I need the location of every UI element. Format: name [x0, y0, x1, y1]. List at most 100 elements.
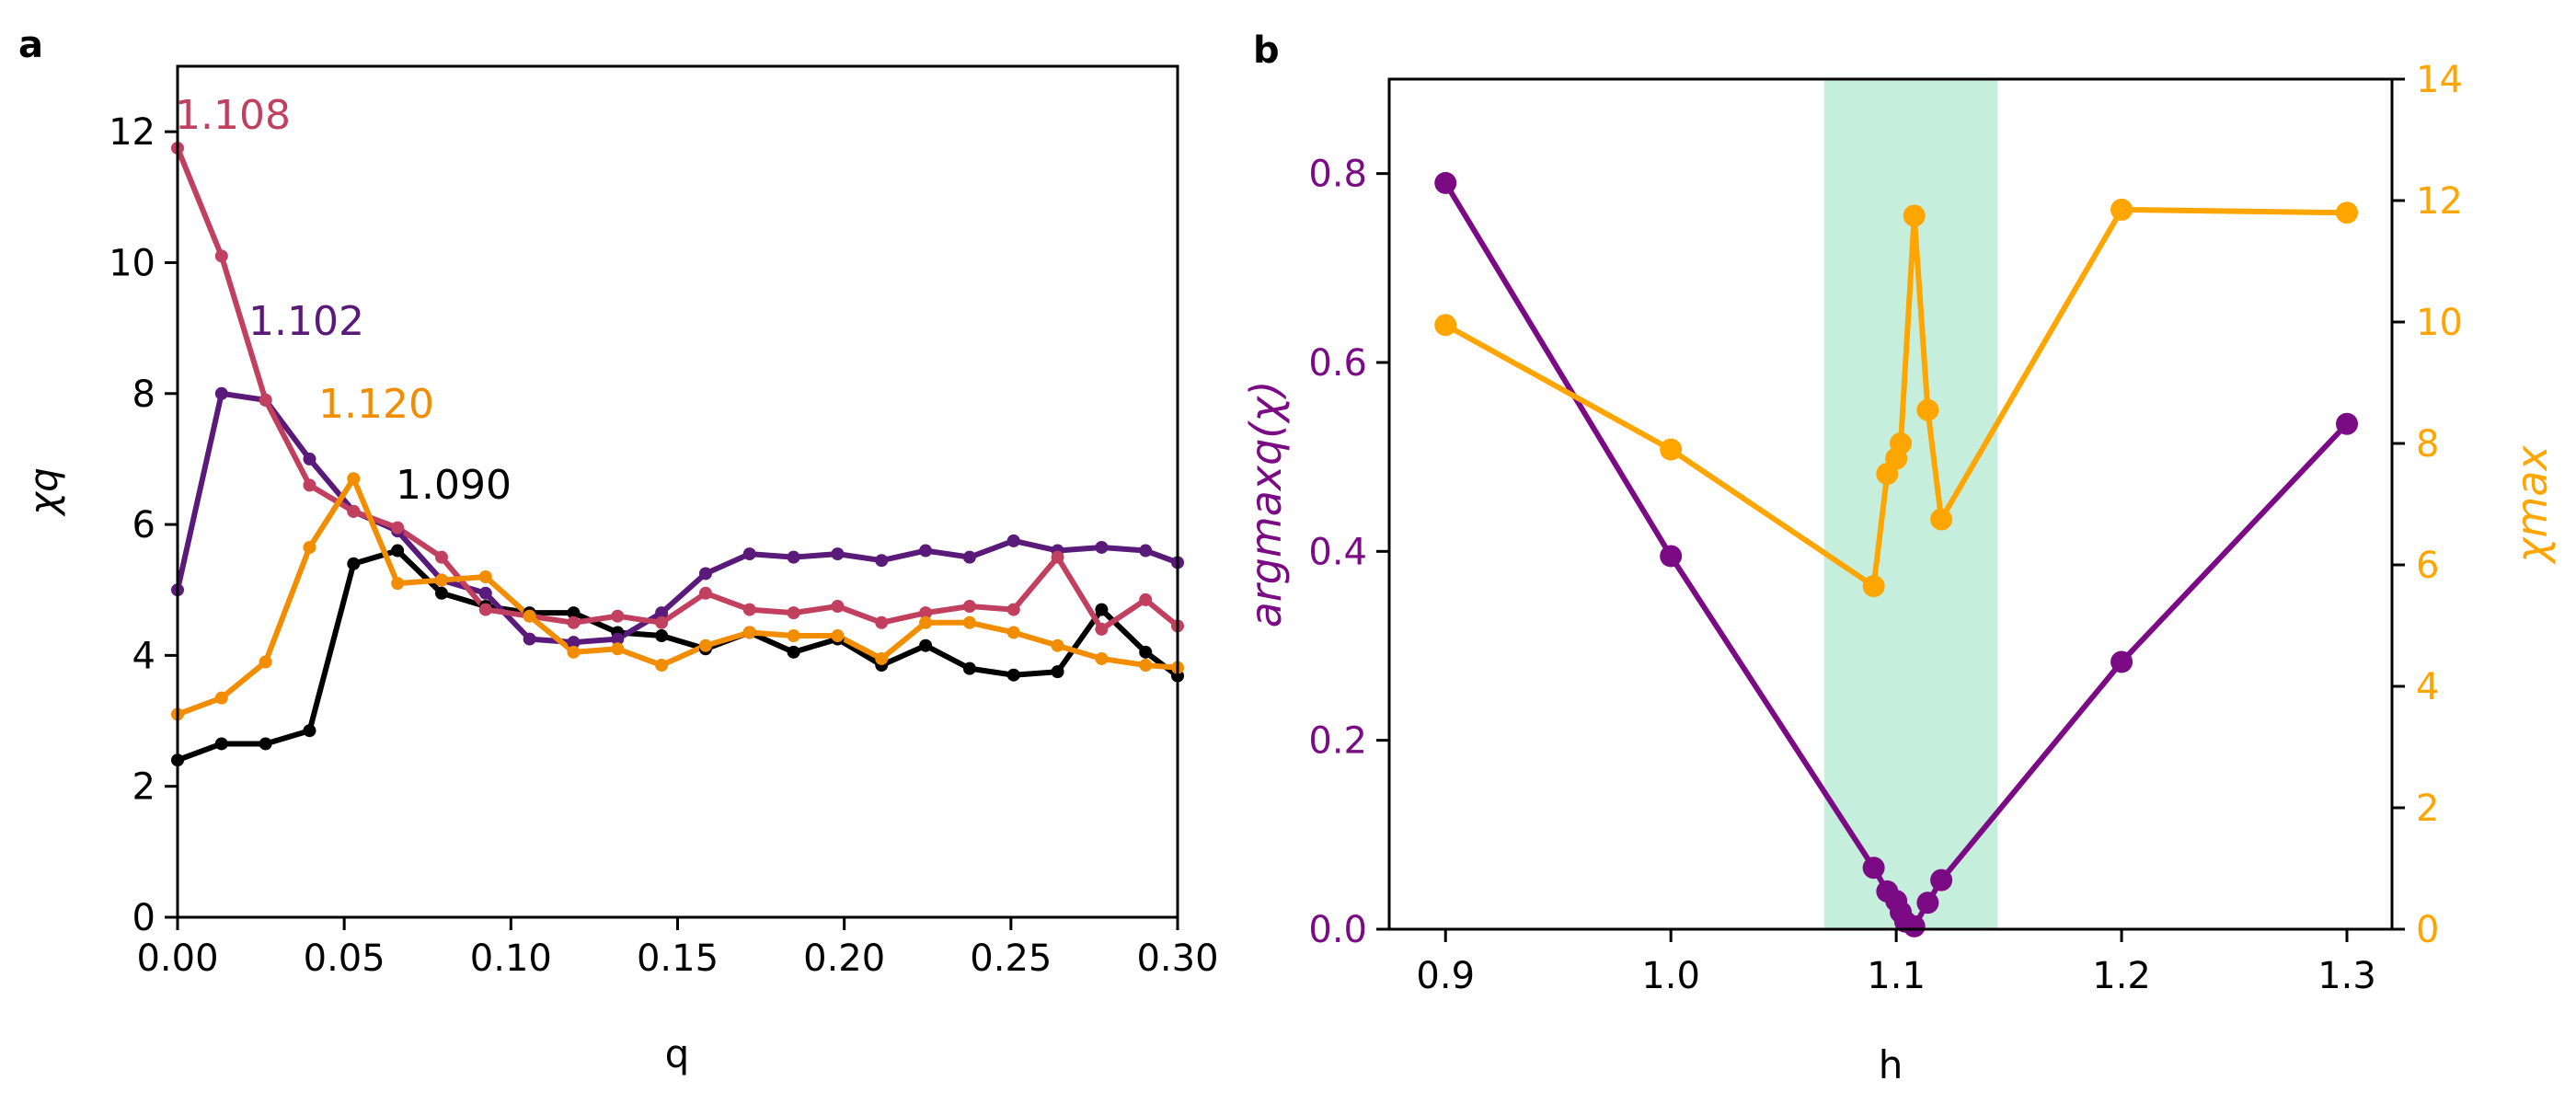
right-y-tick-label: 8 [2416, 423, 2439, 466]
data-point-right-0 [1434, 314, 1457, 337]
series-line-1.102 [175, 390, 1179, 646]
data-point-1.102-16 [875, 554, 889, 568]
data-point-left-10 [2110, 650, 2133, 673]
x-tick-label: 1.0 [1641, 955, 1700, 997]
right-y-tick-label: 12 [2416, 180, 2463, 223]
left-y-tick-label: 0.2 [1308, 720, 1367, 763]
data-point-1.090-18 [962, 661, 976, 675]
data-point-1.120-15 [831, 629, 845, 643]
data-point-left-8 [1916, 891, 1939, 914]
data-point-1.120-1 [214, 691, 228, 705]
data-point-1.090-17 [919, 638, 933, 652]
data-point-1.090-22 [1139, 645, 1153, 659]
data-point-1.108-14 [787, 606, 800, 620]
data-point-1.120-18 [962, 615, 976, 629]
data-point-1.090-14 [787, 645, 800, 659]
data-point-left-0 [1434, 171, 1457, 194]
panel-b: b 0.9 1.0 1.1 1.2 1.3 0.0 0.2 0.4 0.6 0.8 0 2 4 6 8 1… [1241, 29, 2557, 1087]
data-point-1.102-17 [919, 544, 933, 558]
series-line-1.120 [176, 476, 1179, 718]
data-point-1.120-2 [259, 655, 272, 669]
panel-a-y-ticks: 0 2 4 6 8 10 12 [109, 111, 178, 939]
panel-b-right-y-ticks: 0 2 4 6 8 10 12 14 [2392, 59, 2463, 951]
y-tick-label: 12 [109, 111, 155, 154]
data-point-1.120-22 [1139, 659, 1153, 673]
panel-b-x-ticks: 0.9 1.0 1.1 1.2 1.3 [1416, 929, 2376, 997]
x-tick-label: 1.1 [1867, 955, 1926, 997]
data-point-1.102-13 [742, 547, 756, 561]
y-tick-label: 6 [132, 504, 155, 546]
data-point-1.090-5 [391, 544, 405, 558]
annotation-1120: 1.120 [318, 381, 434, 428]
data-point-1.090-1 [214, 737, 228, 751]
data-point-right-1 [1660, 438, 1683, 461]
data-point-1.090-20 [1051, 665, 1064, 679]
data-point-1.102-9 [567, 636, 581, 650]
data-point-right-2 [1862, 575, 1885, 598]
data-point-1.102-21 [1095, 540, 1109, 554]
data-point-1.108-13 [742, 603, 756, 616]
left-y-tick-label: 0.8 [1308, 154, 1367, 196]
x-tick-label: 0.10 [470, 937, 552, 980]
data-point-1.102-14 [787, 550, 800, 564]
left-y-tick-label: 0.4 [1308, 531, 1367, 573]
panel-b-axes-frame [1387, 77, 2394, 931]
data-point-1.090-4 [347, 557, 361, 570]
data-point-1.090-3 [303, 724, 316, 738]
data-point-right-10 [2336, 201, 2359, 224]
data-point-1.120-7 [478, 570, 492, 583]
data-point-1.108-19 [1006, 603, 1020, 616]
data-point-1.102-7 [478, 586, 492, 600]
right-y-tick-label: 10 [2416, 302, 2463, 344]
data-point-1.108-9 [567, 615, 581, 629]
data-point-1.102-15 [831, 547, 845, 561]
x-tick-label: 0.20 [803, 937, 885, 980]
panel-b-left-y-ticks: 0.0 0.2 0.4 0.6 0.8 [1308, 154, 1389, 951]
data-point-1.108-4 [347, 504, 361, 518]
annotation-1108: 1.108 [175, 92, 291, 139]
data-point-right-5 [1890, 432, 1913, 454]
x-tick-label: 0.00 [136, 937, 218, 980]
y-tick-label: 8 [132, 374, 155, 416]
data-point-1.090-9 [567, 606, 581, 620]
data-point-1.090-21 [1095, 603, 1109, 616]
data-point-1.120-8 [523, 609, 536, 623]
data-point-1.120-11 [655, 659, 669, 673]
data-point-right-6 [1903, 204, 1926, 227]
data-point-1.108-11 [655, 615, 669, 629]
data-point-1.120-9 [567, 645, 581, 659]
x-tick-label: 1.2 [2092, 955, 2151, 997]
panel-b-right-ylabel: χmax [2507, 445, 2557, 566]
panel-a-series-lines [175, 146, 1179, 764]
panel-a-series-points [171, 141, 1184, 767]
data-point-1.108-10 [611, 609, 625, 623]
right-y-tick-label: 4 [2416, 666, 2439, 708]
data-point-1.108-18 [962, 600, 976, 614]
x-tick-label: 0.25 [970, 937, 1052, 980]
data-point-1.108-7 [478, 603, 492, 616]
data-point-1.108-22 [1139, 592, 1153, 606]
data-point-1.102-1 [214, 386, 228, 400]
data-point-1.090-2 [259, 737, 272, 751]
data-point-1.120-16 [875, 651, 889, 665]
panel-a-label: a [18, 24, 43, 66]
data-point-1.120-17 [919, 615, 933, 629]
data-point-left-11 [2336, 412, 2359, 435]
x-tick-label: 0.30 [1136, 937, 1218, 980]
data-point-1.108-20 [1051, 550, 1064, 564]
x-tick-label: 1.3 [2317, 955, 2376, 997]
panel-b-series-points [1434, 171, 2359, 937]
data-point-left-2 [1862, 857, 1885, 880]
data-point-1.120-4 [347, 472, 361, 486]
y-tick-label: 2 [132, 766, 155, 809]
data-point-1.120-13 [742, 626, 756, 639]
data-point-1.120-20 [1051, 638, 1064, 652]
right-y-tick-label: 2 [2416, 788, 2439, 830]
right-y-tick-label: 14 [2416, 59, 2463, 101]
data-point-1.108-6 [434, 550, 448, 564]
data-point-1.102-11 [655, 606, 669, 620]
data-point-1.120-5 [391, 577, 405, 591]
data-point-1.120-10 [611, 642, 625, 656]
panel-a-ylabel: χq [21, 467, 66, 517]
